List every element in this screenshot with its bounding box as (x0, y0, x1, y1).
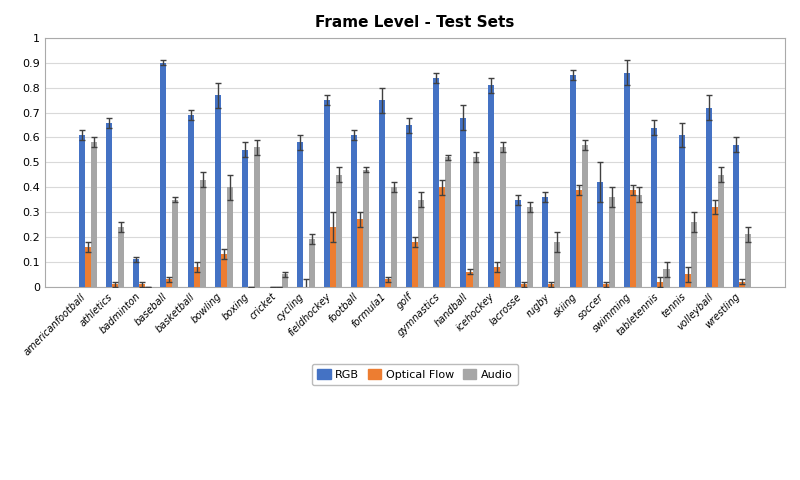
Bar (166, 279, 172, 287)
Bar (570, 75, 576, 287)
Bar (554, 242, 560, 287)
Bar (85, 247, 90, 287)
Bar (636, 194, 642, 287)
Bar (188, 115, 194, 287)
Bar (297, 143, 302, 287)
Bar (597, 182, 603, 287)
Bar (718, 175, 724, 287)
Legend: RGB, Optical Flow, Audio: RGB, Optical Flow, Audio (312, 364, 518, 385)
Bar (712, 207, 718, 287)
Bar (624, 73, 630, 287)
Bar (112, 284, 118, 287)
Bar (582, 145, 588, 287)
Bar (663, 269, 670, 287)
Bar (630, 190, 636, 287)
Bar (685, 274, 690, 287)
Bar (473, 157, 478, 287)
Bar (133, 259, 139, 287)
Bar (194, 267, 200, 287)
Bar (542, 197, 548, 287)
Bar (439, 187, 446, 287)
Bar (330, 227, 336, 287)
Bar (336, 175, 342, 287)
Bar (603, 284, 609, 287)
Bar (690, 222, 697, 287)
Bar (461, 118, 466, 287)
Bar (324, 100, 330, 287)
Bar (172, 200, 178, 287)
Bar (576, 190, 582, 287)
Bar (242, 150, 248, 287)
Bar (118, 227, 124, 287)
Bar (446, 157, 451, 287)
Bar (90, 143, 97, 287)
Bar (254, 147, 260, 287)
Bar (515, 200, 521, 287)
Bar (418, 200, 424, 287)
Bar (200, 180, 206, 287)
Bar (406, 125, 412, 287)
Bar (282, 274, 287, 287)
Bar (651, 128, 658, 287)
Bar (221, 254, 227, 287)
Bar (78, 135, 85, 287)
Bar (378, 100, 385, 287)
Bar (385, 279, 390, 287)
Bar (358, 219, 363, 287)
Bar (412, 242, 418, 287)
Bar (548, 284, 554, 287)
Title: Frame Level - Test Sets: Frame Level - Test Sets (315, 15, 514, 30)
Bar (227, 187, 233, 287)
Bar (466, 272, 473, 287)
Bar (215, 95, 221, 287)
Bar (160, 63, 166, 287)
Bar (609, 197, 615, 287)
Bar (434, 78, 439, 287)
Bar (139, 284, 145, 287)
Bar (521, 284, 527, 287)
Bar (678, 135, 685, 287)
Bar (706, 108, 712, 287)
Bar (494, 267, 500, 287)
Bar (746, 234, 751, 287)
Bar (390, 187, 397, 287)
Bar (488, 85, 494, 287)
Bar (734, 145, 739, 287)
Bar (351, 135, 358, 287)
Bar (527, 207, 533, 287)
Bar (309, 240, 314, 287)
Bar (658, 282, 663, 287)
Bar (739, 282, 746, 287)
Bar (363, 170, 370, 287)
Bar (500, 147, 506, 287)
Bar (106, 122, 112, 287)
